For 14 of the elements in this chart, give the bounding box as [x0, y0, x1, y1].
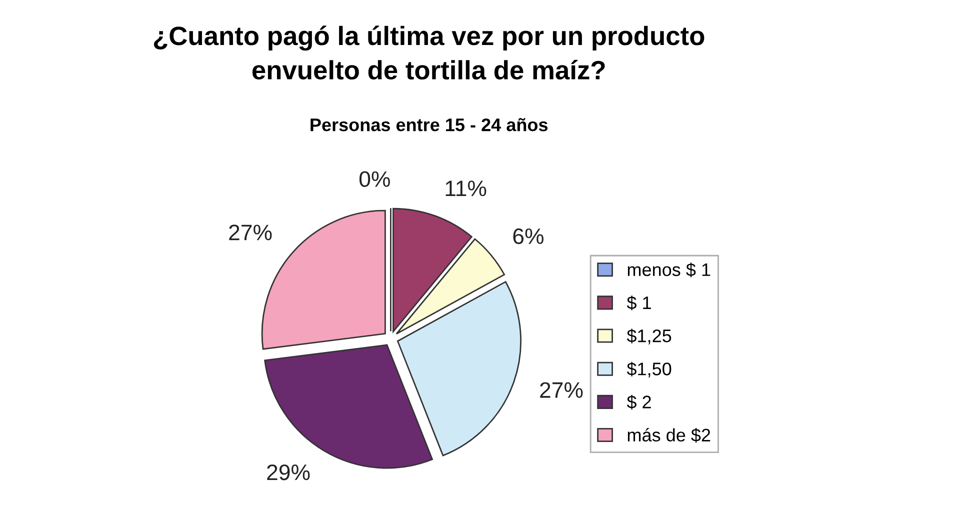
chart-subtitle: Personas entre 15 - 24 años [310, 118, 548, 132]
data-label: 6% [513, 228, 544, 244]
legend-label: $ 1 [626, 296, 651, 310]
data-label: 29% [267, 464, 310, 480]
chart-title: ¿Cuanto pagó la última vez por un producto envuelto de tortilla de maíz? [154, 26, 704, 80]
legend-label: menos $ 1 [628, 262, 710, 278]
legend-label: $1,25 [626, 328, 672, 344]
text: 0% [359, 171, 390, 187]
data-label: 27% [540, 382, 583, 398]
legend-label: $ 2 [626, 394, 651, 410]
legend-label: más de $2 [628, 428, 710, 443]
data-label: 27% [229, 224, 272, 240]
legend-label: $1,50 [626, 362, 672, 378]
data-label: 11% [446, 180, 486, 196]
